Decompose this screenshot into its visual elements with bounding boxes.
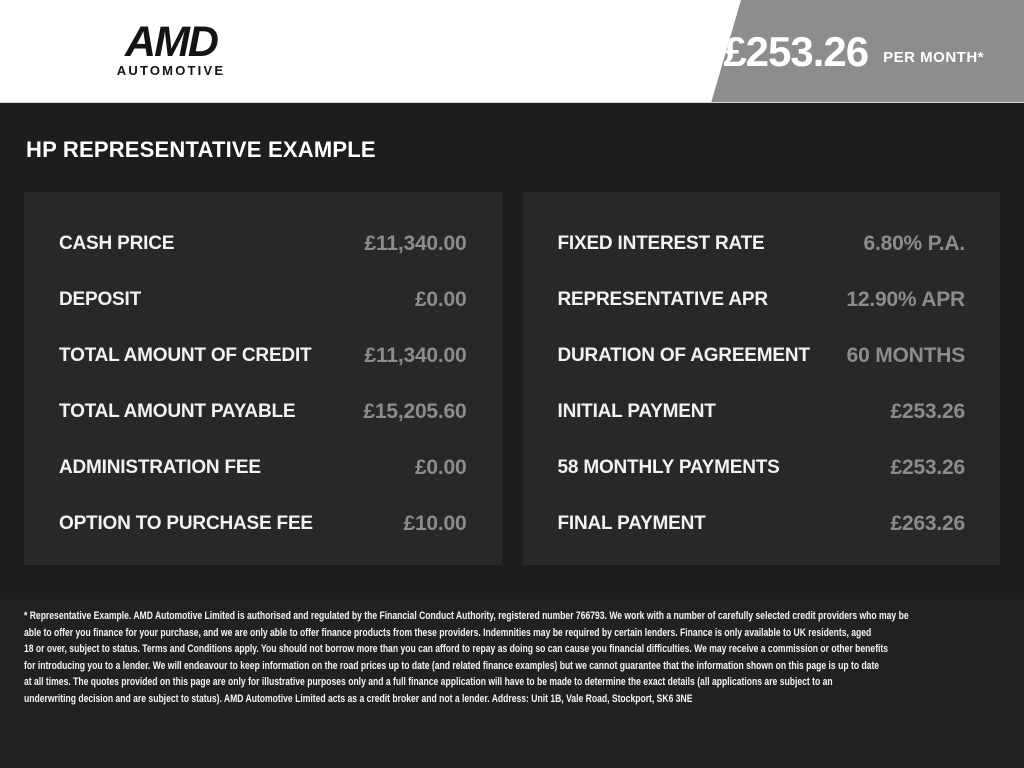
- brand-logo-text: AMD: [125, 18, 219, 66]
- brand-logo-subtext: AUTOMOTIVE: [116, 63, 226, 78]
- finance-value: 6.80% P.A.: [863, 232, 965, 255]
- finance-row-cash-price: CASH PRICE £11,340.00: [59, 216, 467, 272]
- finance-row-deposit: DEPOSIT £0.00: [59, 272, 467, 328]
- page-title: HP REPRESENTATIVE EXAMPLE: [26, 137, 376, 162]
- monthly-price-banner: £253.26 PER MONTH*: [711, 0, 1024, 102]
- disclaimer-line: 18 or over, subject to status. Terms and…: [24, 643, 889, 655]
- finance-row-representative-apr: REPRESENTATIVE APR 12.90% APR: [558, 272, 966, 328]
- finance-label: REPRESENTATIVE APR: [557, 289, 769, 310]
- finance-value: £10.00: [403, 512, 467, 535]
- finance-row-admin-fee: ADMINISTRATION FEE £0.00: [59, 440, 467, 496]
- disclaimer-line: at all times. The quotes provided on thi…: [24, 676, 833, 688]
- finance-label: OPTION TO PURCHASE FEE: [59, 513, 313, 534]
- finance-value: £11,340.00: [364, 232, 467, 255]
- monthly-price-period: PER MONTH*: [883, 49, 984, 66]
- disclaimer-line: able to offer you finance for your purch…: [24, 626, 872, 639]
- finance-value: £11,340.00: [364, 344, 467, 367]
- finance-panels: CASH PRICE £11,340.00 DEPOSIT £0.00 TOTA…: [24, 192, 1000, 565]
- finance-label: DURATION OF AGREEMENT: [557, 345, 810, 366]
- site-header: AMD AUTOMOTIVE £253.26 PER MONTH*: [0, 0, 1024, 103]
- finance-value: £0.00: [414, 456, 467, 479]
- monthly-price-amount: £253.26: [723, 27, 869, 75]
- legal-disclaimer: * Representative Example. AMD Automotive…: [0, 593, 1024, 768]
- finance-row-fixed-interest-rate: FIXED INTEREST RATE 6.80% P.A.: [558, 216, 966, 272]
- finance-value: £0.00: [414, 288, 467, 311]
- finance-label: FIXED INTEREST RATE: [557, 233, 765, 254]
- finance-label: 58 MONTHLY PAYMENTS: [557, 457, 780, 478]
- finance-row-initial-payment: INITIAL PAYMENT £253.26: [558, 384, 966, 440]
- finance-label: INITIAL PAYMENT: [557, 401, 716, 422]
- finance-label: TOTAL AMOUNT PAYABLE: [59, 401, 296, 422]
- finance-value: 12.90% APR: [846, 288, 965, 311]
- finance-label: TOTAL AMOUNT OF CREDIT: [59, 345, 312, 366]
- finance-value: £263.26: [890, 512, 965, 535]
- finance-row-total-payable: TOTAL AMOUNT PAYABLE £15,205.60: [59, 384, 467, 440]
- finance-label: DEPOSIT: [59, 289, 142, 310]
- disclaimer-line: * Representative Example. AMD Automotive…: [24, 610, 909, 622]
- finance-row-final-payment: FINAL PAYMENT £263.26: [558, 496, 966, 552]
- finance-example-section: HP REPRESENTATIVE EXAMPLE CASH PRICE £11…: [0, 103, 1024, 593]
- finance-value: 60 MONTHS: [846, 344, 966, 367]
- finance-value: £253.26: [890, 456, 965, 479]
- finance-value: £253.26: [890, 400, 965, 423]
- finance-row-option-to-purchase-fee: OPTION TO PURCHASE FEE £10.00: [59, 496, 467, 552]
- finance-row-duration: DURATION OF AGREEMENT 60 MONTHS: [558, 328, 966, 384]
- finance-label: CASH PRICE: [59, 233, 175, 254]
- disclaimer-line: underwriting decision and are subject to…: [24, 692, 693, 705]
- finance-panel-left: CASH PRICE £11,340.00 DEPOSIT £0.00 TOTA…: [24, 192, 502, 565]
- finance-panel-right: FIXED INTEREST RATE 6.80% P.A. REPRESENT…: [522, 192, 1000, 565]
- finance-row-total-credit: TOTAL AMOUNT OF CREDIT £11,340.00: [59, 328, 467, 384]
- finance-row-monthly-payments: 58 MONTHLY PAYMENTS £253.26: [558, 440, 966, 496]
- disclaimer-line: for introducing you to a lender. We will…: [24, 659, 880, 672]
- finance-label: ADMINISTRATION FEE: [59, 457, 261, 478]
- finance-value: £15,205.60: [363, 400, 467, 423]
- finance-label: FINAL PAYMENT: [557, 513, 706, 534]
- brand-logo: AMD AUTOMOTIVE: [112, 18, 230, 79]
